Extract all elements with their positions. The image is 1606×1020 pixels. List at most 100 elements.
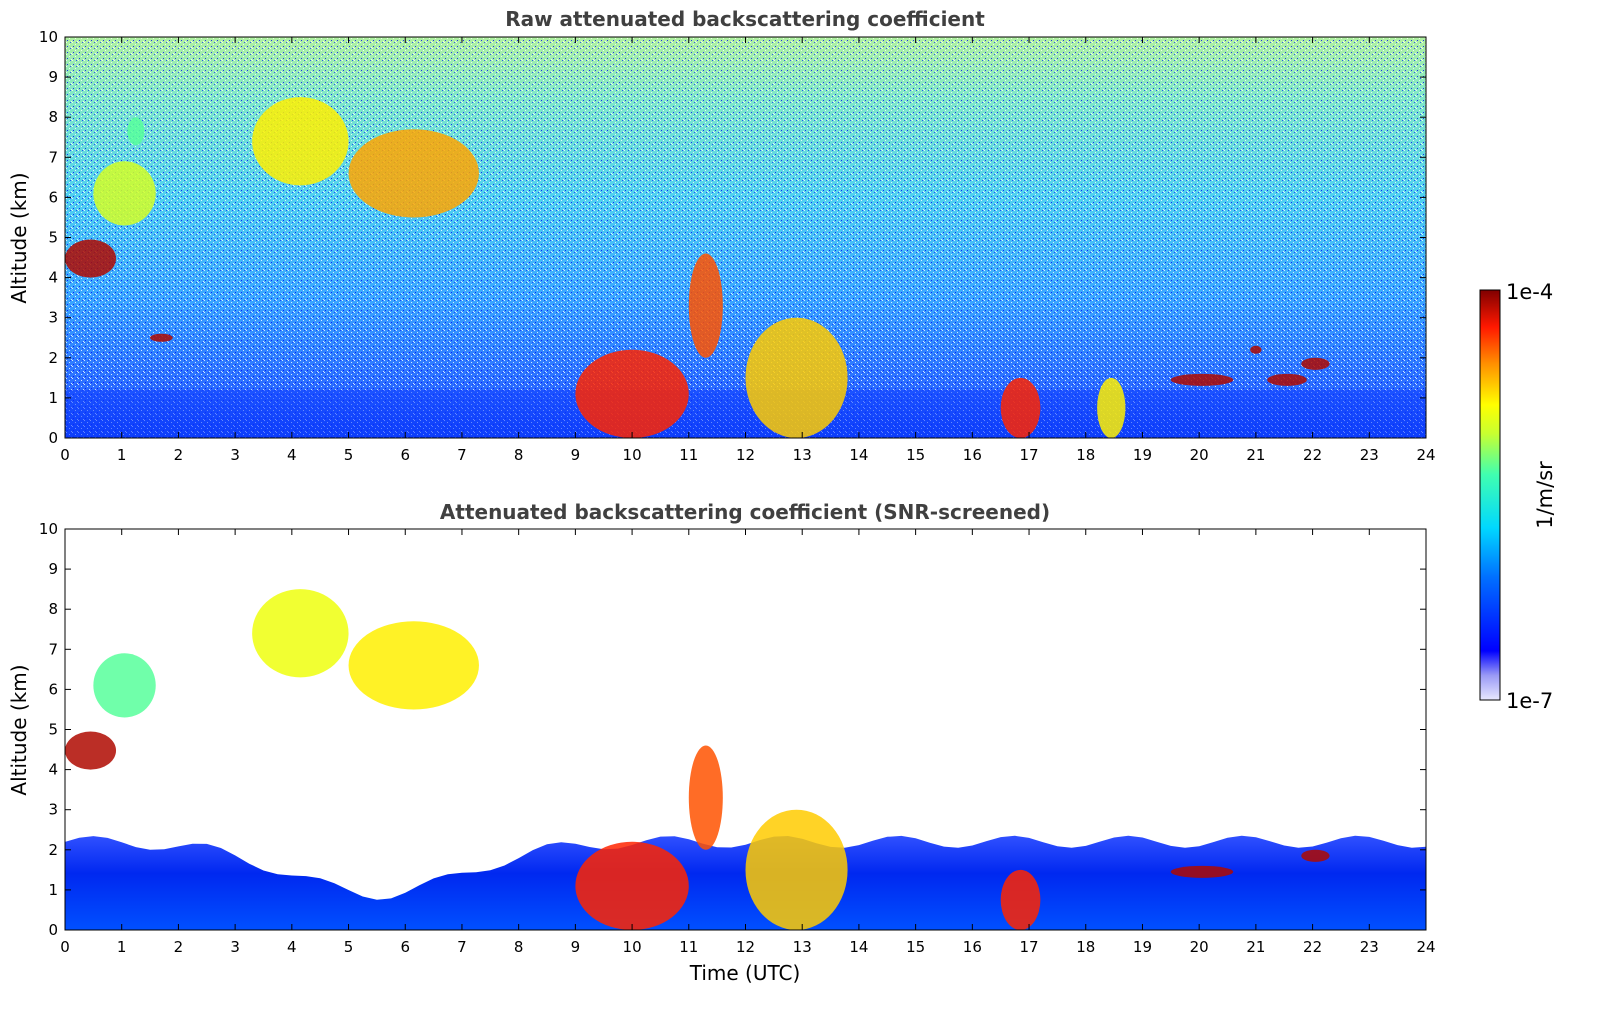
cloud-feature-mark <box>65 731 117 770</box>
y-tick-label: 3 <box>48 309 58 327</box>
x-tick-label: 3 <box>230 446 240 464</box>
x-tick-label: 21 <box>1246 446 1265 464</box>
cloud-feature-mark <box>150 333 173 342</box>
y-tick-label: 10 <box>39 28 58 46</box>
y-tick-label: 4 <box>48 269 58 287</box>
y-tick-label: 1 <box>48 881 58 899</box>
y-tick-label: 10 <box>39 520 58 538</box>
x-tick-label: 18 <box>1076 938 1095 956</box>
x-tick-label: 11 <box>679 446 698 464</box>
x-tick-label: 14 <box>849 938 868 956</box>
x-tick-label: 6 <box>400 446 410 464</box>
x-tick-label: 10 <box>623 446 642 464</box>
y-tick-label: 6 <box>48 188 58 206</box>
x-tick-label: 20 <box>1190 446 1209 464</box>
cloud-feature-mark <box>348 129 479 218</box>
x-tick-label: 14 <box>849 446 868 464</box>
x-tick-label: 12 <box>736 938 755 956</box>
cloud-feature-mark <box>348 621 479 710</box>
cloud-feature-mark <box>1170 373 1234 386</box>
top-y-axis-label: Altitude (km) <box>7 172 31 303</box>
x-tick-label: 11 <box>679 938 698 956</box>
x-tick-label: 17 <box>1019 446 1038 464</box>
y-tick-label: 5 <box>48 721 58 739</box>
bottom-y-axis-label: Altitude (km) <box>7 664 31 795</box>
boundary-layer-mark <box>65 389 1426 438</box>
x-tick-label: 7 <box>457 938 467 956</box>
colorbar-gradient <box>1479 289 1501 701</box>
cloud-feature-mark <box>688 745 723 850</box>
x-tick-label: 15 <box>906 446 925 464</box>
x-tick-label: 8 <box>514 938 524 956</box>
y-tick-label: 8 <box>48 600 58 618</box>
cloud-feature-mark <box>1301 357 1330 370</box>
bottom-plot-area <box>65 529 1426 930</box>
x-tick-label: 8 <box>514 446 524 464</box>
cloud-feature-mark <box>1000 869 1041 930</box>
cloud-feature-mark <box>252 97 349 186</box>
x-tick-label: 23 <box>1360 446 1379 464</box>
x-tick-label: 7 <box>457 446 467 464</box>
x-tick-label: 24 <box>1416 446 1435 464</box>
x-tick-label: 5 <box>344 446 354 464</box>
x-tick-label: 9 <box>571 938 581 956</box>
y-tick-label: 7 <box>48 640 58 658</box>
cloud-feature-mark <box>745 317 848 438</box>
top-heatmap-features <box>65 97 1426 438</box>
cloud-feature-mark <box>575 841 689 930</box>
cloud-feature-mark <box>1097 377 1126 438</box>
boundary-layer-mark <box>65 835 1426 930</box>
top-plot-area <box>65 37 1426 438</box>
x-axis-label: Time (UTC) <box>689 961 801 985</box>
cloud-feature-mark <box>1000 377 1041 438</box>
x-tick-label: 4 <box>287 938 297 956</box>
cloud-feature-mark <box>65 239 117 278</box>
cloud-feature-mark <box>127 117 145 146</box>
x-tick-label: 0 <box>60 446 70 464</box>
x-tick-label: 22 <box>1303 446 1322 464</box>
bottom-axis-ticks: 0 1 2 3 4 5 6 7 8 9 10 11 12 13 14 15 16 17 18 19 20 21 22 23 24… <box>39 520 1436 956</box>
x-tick-label: 9 <box>571 446 581 464</box>
cloud-feature-mark <box>1267 373 1307 386</box>
x-tick-label: 1 <box>117 938 127 956</box>
x-tick-label: 13 <box>793 446 812 464</box>
top-chart-title: Raw attenuated backscattering coefficien… <box>505 7 985 31</box>
x-tick-label: 21 <box>1246 938 1265 956</box>
cloud-feature-mark <box>93 653 156 718</box>
colorbar-max-label: 1e-4 <box>1506 280 1553 304</box>
y-tick-label: 6 <box>48 680 58 698</box>
x-tick-label: 16 <box>963 938 982 956</box>
x-tick-label: 3 <box>230 938 240 956</box>
x-tick-label: 1 <box>117 446 127 464</box>
y-tick-label: 0 <box>48 429 58 447</box>
x-tick-label: 2 <box>174 938 184 956</box>
y-tick-label: 1 <box>48 389 58 407</box>
x-tick-label: 2 <box>174 446 184 464</box>
x-tick-label: 24 <box>1416 938 1435 956</box>
x-tick-label: 6 <box>400 938 410 956</box>
y-tick-label: 4 <box>48 761 58 779</box>
cloud-feature-mark <box>575 349 689 438</box>
cloud-feature-mark <box>1170 865 1234 878</box>
bottom-chart-title: Attenuated backscattering coefficient (S… <box>440 500 1050 524</box>
cloud-feature-mark <box>93 161 156 226</box>
x-tick-label: 23 <box>1360 938 1379 956</box>
y-tick-label: 9 <box>48 68 58 86</box>
y-tick-label: 0 <box>48 921 58 939</box>
y-tick-label: 7 <box>48 148 58 166</box>
x-tick-label: 15 <box>906 938 925 956</box>
cloud-feature-mark <box>252 589 349 678</box>
top-axis-ticks: 0 1 2 3 4 5 6 7 8 9 10 11 12 13 14 15 16 17 18 19 20 21 22 23 24… <box>39 28 1436 464</box>
x-tick-label: 13 <box>793 938 812 956</box>
x-tick-label: 19 <box>1133 446 1152 464</box>
colorbar-unit-label: 1/m/sr <box>1533 461 1557 529</box>
y-tick-label: 9 <box>48 560 58 578</box>
cloud-feature-mark <box>688 253 723 358</box>
y-tick-label: 3 <box>48 801 58 819</box>
y-tick-label: 8 <box>48 108 58 126</box>
x-tick-label: 5 <box>344 938 354 956</box>
bottom-heatmap-features <box>65 589 1426 930</box>
y-tick-label: 5 <box>48 229 58 247</box>
cloud-feature-mark <box>745 809 848 930</box>
